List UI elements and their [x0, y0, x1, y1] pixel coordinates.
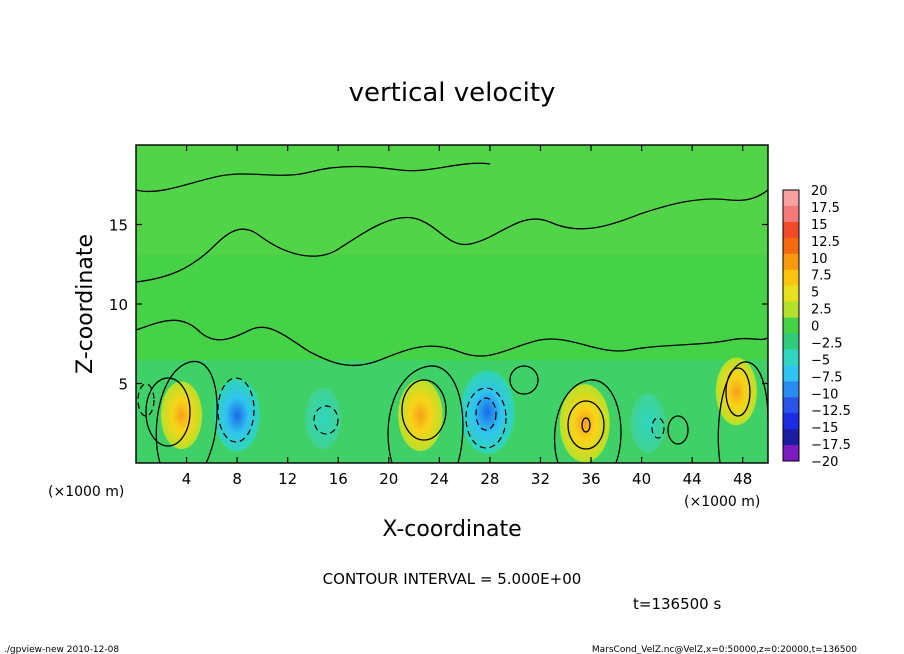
- contour-line: [725, 367, 751, 417]
- upper-band: [136, 145, 768, 255]
- x-tick-label: 44: [683, 470, 702, 488]
- colorbar-swatch: [783, 317, 799, 334]
- velocity-cell-1: [160, 381, 203, 450]
- colorbar-swatch: [783, 285, 799, 303]
- x-axis-label: X-coordinate: [382, 517, 521, 542]
- colorbar: 20 17.5 15 12.5 10 7.5 5 2.5 0−2.5 −5 −7.5 −10 −12.5…: [782, 184, 851, 470]
- colorbar-swatch: [783, 381, 799, 398]
- colorbar-swatch: [783, 253, 799, 271]
- colorbar-label: −5: [811, 353, 830, 368]
- colorbar-swatch: [783, 301, 799, 319]
- colorbar-label: −12.5: [811, 404, 851, 419]
- velocity-cell-6: [559, 384, 610, 463]
- negative-contour: [137, 383, 155, 417]
- colorbar-label: 12.5: [811, 235, 840, 250]
- contour-interval: CONTOUR INTERVAL = 5.000E+00: [323, 570, 582, 588]
- contour-line: [155, 360, 218, 463]
- contour-line: [567, 400, 605, 450]
- x-axis: 4 8 12 16 20 24 28 32 36 40 44 48: [182, 145, 752, 488]
- y-axis-label: Z-coordinate: [73, 234, 98, 374]
- x-tick-label: 16: [329, 470, 348, 488]
- velocity-cell-2: [214, 378, 260, 452]
- colorbar-swatch: [783, 269, 799, 287]
- y-tick-label: 15: [109, 217, 128, 235]
- x-tick-label: 40: [632, 470, 651, 488]
- contour-line: [553, 379, 622, 463]
- colorbar-label: −15: [811, 421, 838, 436]
- colorbar-label: 10: [811, 252, 828, 267]
- contour-line: [401, 379, 447, 441]
- x-tick-label: 24: [430, 470, 449, 488]
- contour-line: [509, 365, 539, 395]
- colorbar-label: 5: [811, 286, 819, 301]
- contour-line: [717, 361, 768, 463]
- colorbar-swatch: [783, 397, 799, 414]
- colorbar-swatch: [783, 221, 799, 239]
- colorbar-swatch: [783, 237, 799, 255]
- contour-line: [136, 189, 768, 283]
- colorbar-label: 2.5: [811, 303, 832, 318]
- y-axis: 5 10 15: [109, 217, 768, 394]
- colorbar-swatch: [783, 333, 799, 350]
- x-tick-label: 4: [182, 470, 192, 488]
- velocity-cell-7: [630, 393, 666, 454]
- x-tick-label: 12: [278, 470, 297, 488]
- x-unit-left: (×1000 m): [48, 484, 124, 500]
- colorbar-label: −17.5: [811, 438, 851, 453]
- negative-contour: [217, 377, 255, 443]
- negative-contours: [137, 377, 665, 449]
- negative-contour: [475, 397, 497, 431]
- footer-right: MarsCond_VelZ.nc@VelZ,x=0:50000,z=0:2000…: [592, 645, 857, 654]
- x-tick-label: 48: [733, 470, 752, 488]
- y-tick-label: 10: [109, 296, 128, 314]
- x-tick-label: 36: [581, 470, 600, 488]
- negative-contour: [651, 417, 665, 439]
- contour-line: [136, 162, 491, 193]
- colorbar-label: −2.5: [811, 336, 843, 351]
- colorbar-swatch: [783, 365, 799, 382]
- colorbar-label: −7.5: [811, 370, 843, 385]
- colorbar-label: −20: [811, 455, 838, 470]
- x-tick-label: 20: [379, 470, 398, 488]
- x-tick-label: 28: [480, 470, 499, 488]
- colorbar-label: 7.5: [811, 269, 832, 284]
- colorbar-swatch: [783, 349, 799, 366]
- colorbar-label: 17.5: [811, 201, 840, 216]
- contour-line: [136, 319, 768, 367]
- colorbar-swatch: [783, 445, 799, 462]
- chart-title: vertical velocity: [349, 78, 556, 108]
- y-tick-label: 5: [118, 376, 128, 394]
- negative-contour: [313, 405, 339, 435]
- colorbar-label: 15: [811, 218, 828, 233]
- velocity-cell-5: [460, 370, 515, 454]
- footer-left: ./gpview-new 2010-12-08: [4, 645, 119, 654]
- velocity-cell-4: [398, 379, 443, 452]
- contour-line: [387, 365, 464, 463]
- x-tick-label: 32: [531, 470, 550, 488]
- x-tick-label: 8: [232, 470, 242, 488]
- velocity-cell-3: [305, 387, 341, 450]
- colorbar-frame: [782, 189, 800, 462]
- contour-line: [145, 377, 191, 447]
- colorbar-swatch: [783, 190, 799, 207]
- colorbar-label: 20: [811, 184, 828, 199]
- colorbar-swatch: [783, 205, 799, 223]
- contour-lines: [136, 162, 768, 463]
- time-label: t=136500 s: [633, 595, 721, 613]
- colorbar-label: 0: [811, 320, 819, 335]
- colorbar-label: −10: [811, 387, 838, 402]
- colorbar-swatch: [783, 413, 799, 430]
- contour-line: [581, 417, 591, 433]
- x-unit-right: (×1000 m): [684, 494, 760, 510]
- colorbar-swatch: [783, 429, 799, 446]
- contour-line: [667, 415, 689, 445]
- negative-contour: [465, 387, 507, 449]
